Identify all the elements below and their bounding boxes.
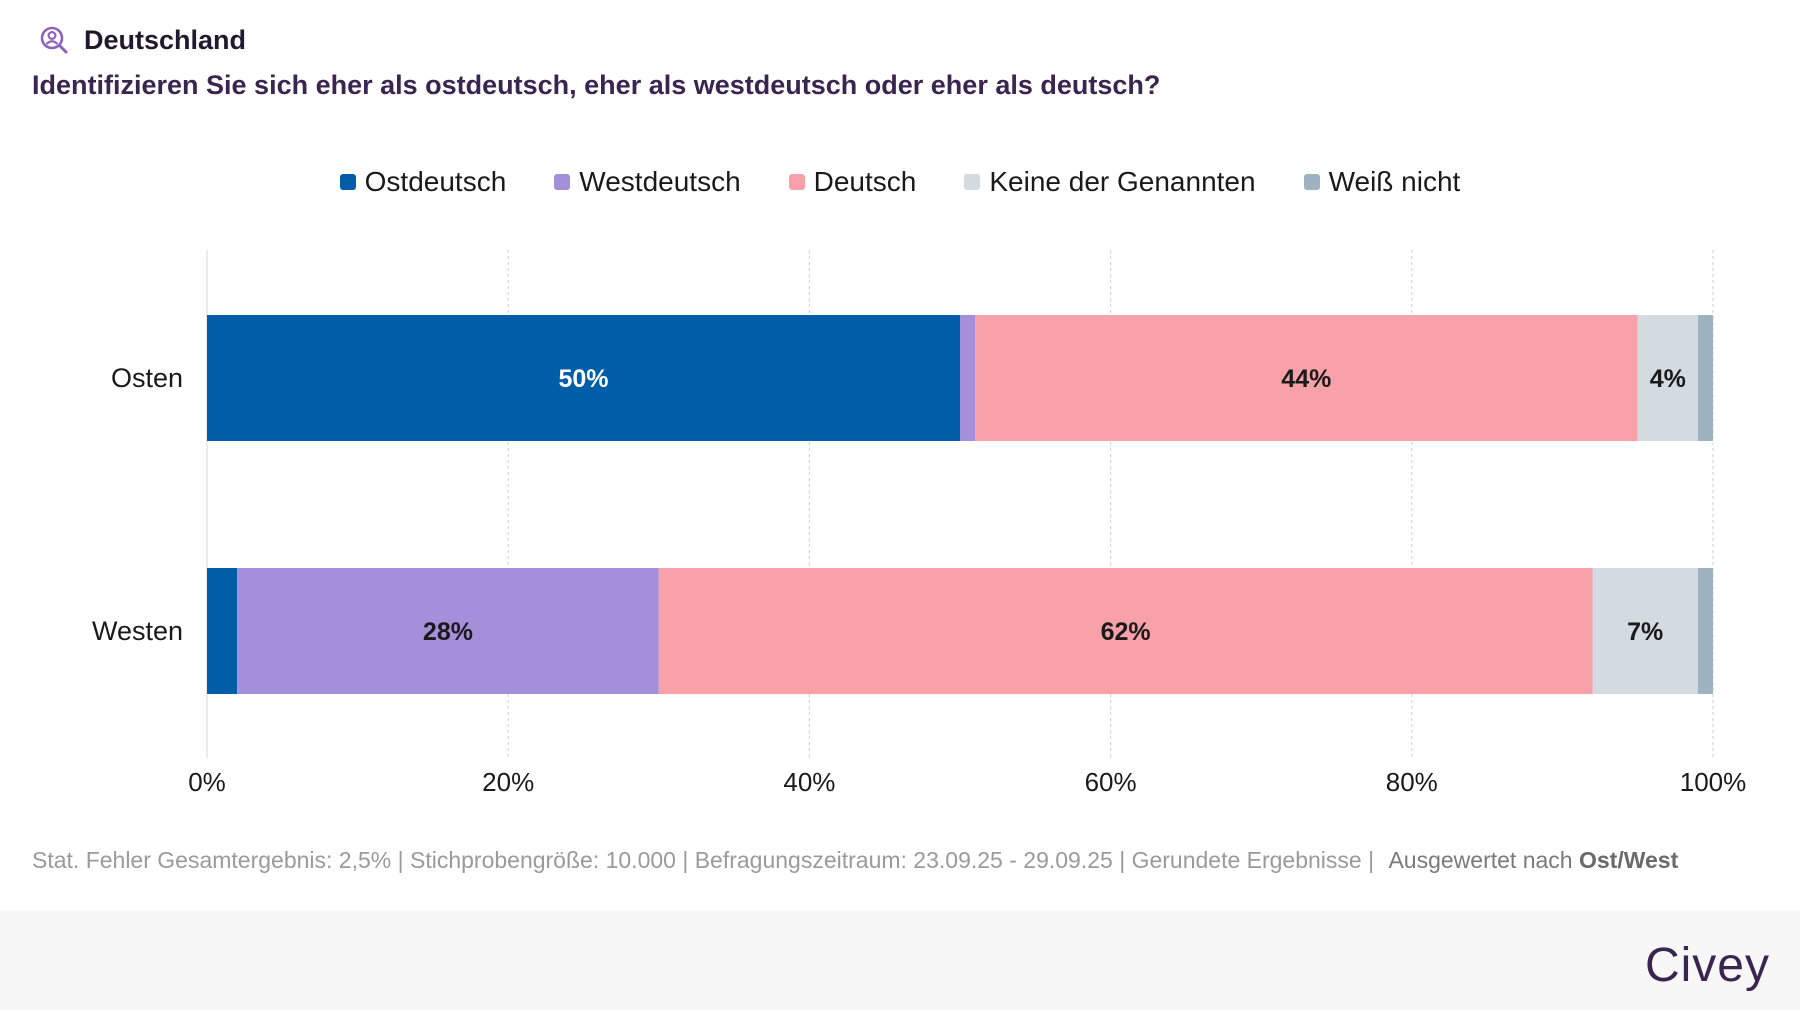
data-label: 50% (558, 365, 608, 393)
footer-bar: Civey (0, 910, 1800, 1010)
chart-legend: Ostdeutsch Westdeutsch Deutsch Keine der Ge… (0, 166, 1800, 198)
category-label: Westen (92, 616, 183, 646)
legend-label: Keine der Genannten (989, 166, 1256, 197)
x-tick-label: 100% (1680, 767, 1747, 797)
bar-segment (1592, 568, 1698, 694)
region-title: Deutschland (84, 24, 247, 55)
bar-segment (1697, 315, 1713, 441)
question-title: Identifizieren Sie sich eher als ostdeut… (32, 70, 1161, 100)
x-tick-label: 60% (1085, 767, 1137, 797)
legend-item[interactable]: Westdeutsch (554, 166, 741, 198)
data-label: 28% (423, 618, 473, 646)
bar-segment (975, 315, 1638, 441)
bar-segment (237, 568, 659, 694)
header: Deutschland (38, 24, 246, 56)
bar-segment (960, 315, 976, 441)
legend-swatch (554, 174, 571, 190)
data-label: 62% (1101, 618, 1151, 646)
person-search-icon (40, 26, 68, 54)
legend-label: Ostdeutsch (364, 166, 507, 197)
civey-logo[interactable]: Civey (1644, 939, 1770, 992)
evaluated-prefix: Ausgewertet nach (1388, 847, 1573, 873)
legend-item[interactable]: Ostdeutsch (339, 166, 507, 198)
legend-swatch (1303, 174, 1320, 190)
data-label: 7% (1627, 618, 1663, 646)
x-tick-label: 40% (783, 767, 835, 797)
x-tick-label: 80% (1386, 767, 1438, 797)
legend-swatch (788, 174, 805, 190)
bar-segment (1637, 315, 1698, 441)
bar-segment (207, 315, 960, 441)
evaluated-by: Ausgewertet nach Ost/West (1388, 847, 1678, 873)
x-tick-label: 20% (482, 767, 534, 797)
legend-label: Deutsch (813, 166, 917, 197)
footer-note: Stat. Fehler Gesamtergebnis: 2,5% | Stic… (32, 847, 1678, 874)
legend-label: Westdeutsch (579, 166, 741, 197)
legend-swatch (339, 174, 356, 190)
bar-segment (207, 568, 238, 694)
legend-item[interactable]: Keine der Genannten (964, 166, 1256, 198)
method-note: Stat. Fehler Gesamtergebnis: 2,5% | Stic… (32, 847, 1375, 873)
bar-segment (1697, 568, 1713, 694)
legend-item[interactable]: Weiß nicht (1303, 166, 1461, 198)
legend-swatch (964, 174, 981, 190)
legend-label: Weiß nicht (1328, 166, 1461, 197)
x-tick-label: 0% (188, 767, 226, 797)
bar-segment (658, 568, 1593, 694)
legend-item[interactable]: Deutsch (788, 166, 917, 198)
data-label: 44% (1281, 365, 1331, 393)
evaluated-by-value: Ost/West (1578, 847, 1679, 873)
data-label: 4% (1650, 365, 1686, 393)
category-label: Osten (111, 363, 183, 393)
